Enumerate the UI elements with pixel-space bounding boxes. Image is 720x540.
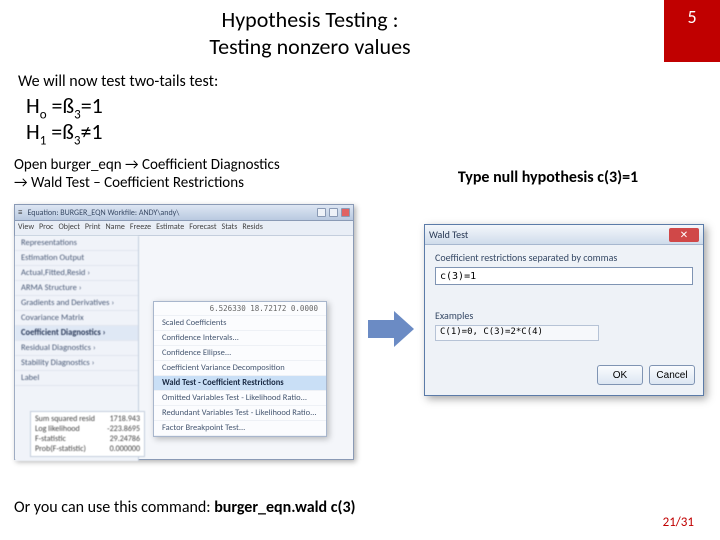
instruction-left: Open burger_eqn → Coefficient Diagnostic… [14, 156, 344, 192]
restrictions-input[interactable] [435, 267, 693, 285]
menu-item-coefficient-diagnostics[interactable]: Coefficient Diagnostics › [15, 326, 138, 341]
submenu-header: 6.526330 18.72172 0.0000 [154, 302, 326, 316]
toolbar-item[interactable]: Stats [222, 222, 238, 234]
toolbar-item[interactable]: View [18, 222, 34, 234]
wald-test-dialog: Wald Test ✕ Coefficient restrictions sep… [424, 224, 704, 396]
command-hint: Or you can use this command: burger_eqn.… [14, 498, 356, 517]
stat-row: Prob(F-statistic) 0.000000 [35, 444, 140, 454]
title-line-2: Testing nonzero values [120, 33, 500, 60]
intro-text: We will now test two-tails test: [18, 72, 218, 91]
submenu-item[interactable]: Scaled Coefficients [154, 316, 326, 331]
examples-group: Examples C(1)=0, C(3)=2*C(4) [435, 309, 693, 341]
examples-value: C(1)=0, C(3)=2*C(4) [435, 325, 599, 341]
window-titlebar[interactable]: ≡ Equation: BURGER_EQN Workfile: ANDY\an… [15, 205, 353, 221]
submenu-item[interactable]: Omitted Variables Test - Likelihood Rati… [154, 391, 326, 406]
coefficient-diagnostics-submenu: 6.526330 18.72172 0.0000 Scaled Coeffici… [153, 301, 327, 437]
menu-item[interactable]: Stability Diagnostics › [15, 356, 138, 371]
menu-item[interactable]: Gradients and Derivatives › [15, 296, 138, 311]
submenu-item[interactable]: Factor Breakpoint Test... [154, 421, 326, 436]
examples-label: Examples [435, 309, 693, 322]
window-title: Equation: BURGER_EQN Workfile: ANDY\andy… [27, 208, 179, 218]
menu-item[interactable]: Covariance Matrix [15, 311, 138, 326]
cancel-button[interactable]: Cancel [649, 365, 695, 385]
menu-item[interactable]: ARMA Structure › [15, 281, 138, 296]
toolbar-item[interactable]: Print [85, 222, 101, 234]
title-line-1: Hypothesis Testing : [120, 6, 500, 33]
stat-row: Sum squared resid 1718.943 [35, 414, 140, 424]
hypothesis-h1: H1 =ß3≠1 [26, 118, 103, 148]
toolbar-item[interactable]: Estimate [156, 222, 184, 234]
submenu-item[interactable]: Redundant Variables Test - Likelihood Ra… [154, 406, 326, 421]
toolbar-item[interactable]: Forecast [189, 222, 216, 234]
dialog-titlebar[interactable]: Wald Test ✕ [425, 225, 703, 245]
slide-header: Hypothesis Testing : Testing nonzero val… [0, 0, 720, 62]
maximize-button[interactable] [329, 208, 338, 217]
instruction-right: Type null hypothesis c(3)=1 [398, 168, 698, 187]
page-counter: 21/31 [663, 515, 694, 530]
dialog-close-button[interactable]: ✕ [669, 228, 699, 242]
submenu-item-wald-test[interactable]: Wald Test - Coefficient Restrictions [154, 376, 326, 391]
dialog-title: Wald Test [429, 228, 468, 241]
restrictions-label: Coefficient restrictions separated by co… [435, 251, 693, 264]
minimize-button[interactable] [317, 208, 326, 217]
submenu-item[interactable]: Coefficient Variance Decomposition [154, 361, 326, 376]
close-button[interactable] [341, 208, 350, 217]
menu-item[interactable]: Label [15, 371, 138, 386]
toolbar-item[interactable]: Object [58, 222, 79, 234]
toolbar-item[interactable]: Resids [242, 222, 262, 234]
menu-item[interactable]: Estimation Output [15, 251, 138, 266]
slide-number-badge: 5 [664, 0, 720, 62]
stats-panel: Sum squared resid 1718.943 Log likelihoo… [30, 411, 145, 457]
menu-item[interactable]: Residual Diagnostics › [15, 341, 138, 356]
toolbar-item[interactable]: Name [106, 222, 125, 234]
arrow-icon [368, 308, 416, 350]
window-icon: ≡ [18, 207, 22, 218]
slide-title: Hypothesis Testing : Testing nonzero val… [120, 6, 500, 60]
command-hint-bold: burger_eqn.wald c(3) [214, 498, 355, 517]
toolbar-item[interactable]: Proc [39, 222, 53, 234]
stat-row: Log likelihood -223.8695 [35, 424, 140, 434]
instruction-left-line1: Open burger_eqn → Coefficient Diagnostic… [14, 156, 344, 174]
instruction-left-line2: → Wald Test – Coefficient Restrictions [14, 174, 344, 192]
toolbar-item[interactable]: Freeze [130, 222, 151, 234]
dialog-body: Coefficient restrictions separated by co… [425, 245, 703, 347]
menu-item[interactable]: Actual,Fitted,Resid › [15, 266, 138, 281]
eviews-toolbar: View Proc Object Print Name Freeze Estim… [15, 221, 353, 236]
submenu-item[interactable]: Confidence Ellipse... [154, 346, 326, 361]
ok-button[interactable]: OK [597, 365, 643, 385]
menu-item[interactable]: Representations [15, 236, 138, 251]
command-hint-prefix: Or you can use this command: [14, 498, 214, 517]
dialog-buttons: OK Cancel [597, 365, 695, 385]
stat-row: F-statistic 29.24786 [35, 434, 140, 444]
submenu-item[interactable]: Confidence Intervals... [154, 331, 326, 346]
eviews-equation-window: ≡ Equation: BURGER_EQN Workfile: ANDY\an… [14, 204, 354, 460]
